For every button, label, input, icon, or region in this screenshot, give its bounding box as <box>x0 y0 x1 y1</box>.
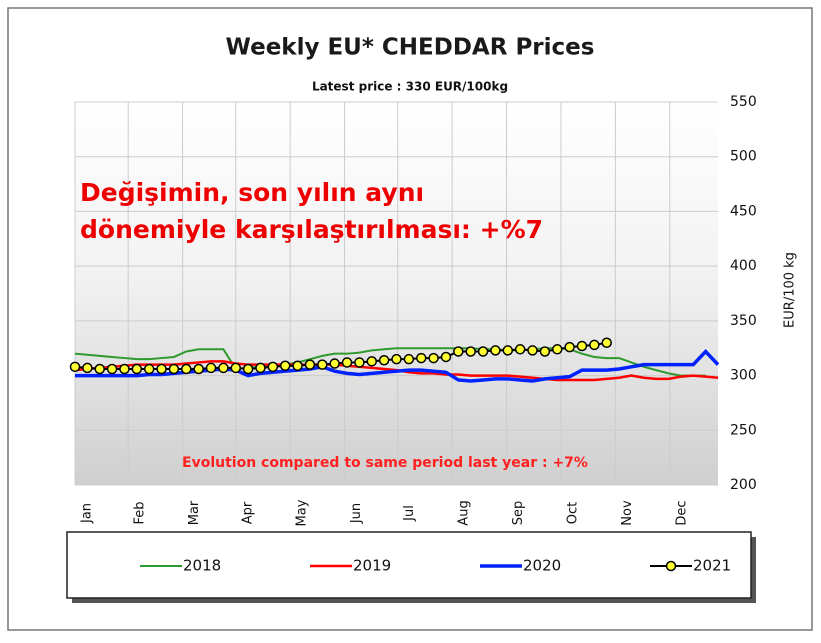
marker <box>156 363 167 375</box>
marker <box>292 360 303 371</box>
marker <box>82 362 93 374</box>
marker <box>552 344 563 355</box>
x-tick-label: Oct <box>565 502 580 524</box>
marker <box>106 363 118 375</box>
legend <box>66 531 752 599</box>
x-tick-label: Apr <box>240 501 255 524</box>
subtitle: Latest price : 330 EUR/100kg <box>312 80 508 94</box>
marker <box>143 363 155 375</box>
marker <box>490 345 501 356</box>
marker <box>403 353 415 365</box>
grid <box>74 101 718 486</box>
y-tick-label: 200 <box>730 477 757 493</box>
chart-title: Weekly EU* CHEDDAR Prices <box>226 35 595 61</box>
x-tick-label: Feb <box>133 501 148 524</box>
marker <box>564 341 575 353</box>
y-tick-label: 300 <box>730 368 757 384</box>
annotation: Evolution compared to same period last y… <box>182 455 588 471</box>
y-tick-label: 500 <box>730 149 757 165</box>
marker <box>242 363 254 375</box>
y-tick-label: 350 <box>730 313 757 329</box>
marker <box>576 340 588 352</box>
marker <box>267 361 279 373</box>
marker <box>539 346 551 357</box>
legend-label: 2020 <box>523 557 561 575</box>
marker <box>94 363 105 375</box>
y-axis-label: EUR/100 kg <box>783 252 798 328</box>
marker <box>589 339 600 351</box>
marker <box>69 361 81 373</box>
legend-label: 2019 <box>353 557 391 575</box>
marker <box>391 353 402 365</box>
plot-area <box>75 102 718 485</box>
marker <box>354 357 365 368</box>
marker <box>193 363 204 375</box>
marker <box>378 355 390 366</box>
marker <box>527 345 538 356</box>
marker <box>601 337 612 348</box>
marker <box>477 346 489 357</box>
marker <box>341 357 353 368</box>
series-line <box>74 347 706 377</box>
marker <box>168 363 180 375</box>
marker <box>119 363 130 375</box>
marker <box>230 362 241 374</box>
legend-label: 2021 <box>693 557 731 575</box>
marker <box>304 359 316 370</box>
marker <box>255 362 266 374</box>
marker <box>440 351 452 363</box>
legend-label: 2018 <box>183 557 221 575</box>
x-tick-label: Sep <box>511 501 526 526</box>
y-tick-label: 400 <box>730 258 757 274</box>
marker <box>366 356 378 367</box>
x-tick-label: Jan <box>80 503 95 524</box>
x-tick-label: Aug <box>457 500 472 525</box>
x-tick-label: Mar <box>187 500 202 525</box>
marker <box>205 362 217 374</box>
x-tick-label: Nov <box>620 500 635 526</box>
y-tick-label: 550 <box>730 94 757 110</box>
marker <box>329 358 340 369</box>
x-tick-label: Jun <box>349 503 364 524</box>
marker <box>218 362 229 374</box>
series-line <box>75 348 720 383</box>
legend-marker <box>665 560 677 572</box>
y-tick-label: 450 <box>730 203 757 219</box>
marker <box>317 359 328 370</box>
marker <box>465 346 476 357</box>
marker <box>279 360 291 371</box>
x-tick-label: Dec <box>674 500 689 525</box>
marker <box>502 345 514 356</box>
x-tick-label: May <box>295 499 310 526</box>
y-tick-label: 250 <box>730 422 757 438</box>
overlay-text: Değişimin, son yılın aynı <box>80 178 424 207</box>
marker <box>181 363 192 375</box>
marker <box>514 344 526 355</box>
marker <box>415 352 427 364</box>
marker <box>131 363 143 375</box>
marker <box>428 352 439 364</box>
x-tick-label: Jul <box>402 505 417 522</box>
overlay-text: dönemiyle karşılaştırılması: +%7 <box>80 215 543 244</box>
marker <box>453 346 464 357</box>
